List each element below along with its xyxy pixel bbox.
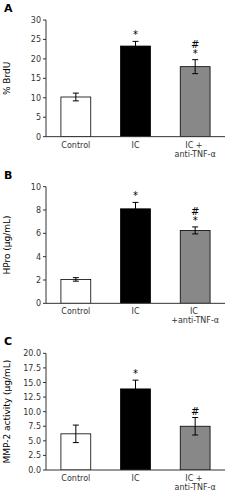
panel: B HPro (μg/mL) 0 2 4 6 8 10 Control IC IC +anti-TN… bbox=[2, 169, 225, 326]
x-tick-label: IC + anti-TNF-α bbox=[175, 141, 216, 159]
y-tick-label: 10 bbox=[31, 183, 41, 192]
bar bbox=[180, 67, 210, 137]
x-tick-label: Control bbox=[61, 307, 90, 316]
panel-label: A bbox=[4, 2, 13, 15]
annotation: # bbox=[191, 406, 199, 417]
y-tick-label: 0 bbox=[36, 133, 41, 142]
plot-area bbox=[61, 380, 210, 470]
y-tick-label: 20.0 bbox=[23, 349, 41, 358]
y-tick-label: 25 bbox=[31, 35, 41, 44]
error-bar bbox=[73, 425, 79, 443]
x-axis bbox=[46, 303, 225, 304]
x-axis bbox=[46, 136, 225, 137]
y-tick-label: 2.5 bbox=[28, 451, 41, 460]
y-tick-label: 10 bbox=[31, 94, 41, 103]
error-bar bbox=[192, 60, 198, 74]
plot-area bbox=[61, 202, 210, 303]
y-tick-label: 8 bbox=[36, 206, 41, 215]
x-tick-label: Control bbox=[61, 474, 90, 483]
annotation: * bbox=[133, 368, 138, 379]
y-tick-label: 15.0 bbox=[23, 379, 41, 388]
y-axis bbox=[46, 187, 47, 304]
error-bar bbox=[192, 418, 198, 436]
x-tick-label: IC bbox=[132, 141, 140, 150]
bar bbox=[121, 389, 151, 470]
y-tick-label: 0 bbox=[36, 299, 41, 308]
error-bar bbox=[192, 227, 198, 234]
panel: C MMP-2 activity (μg/mL) 0.0 2.5 5.0 7.5 10.0 1… bbox=[2, 335, 225, 492]
y-tick-label: 15 bbox=[31, 74, 41, 83]
y-axis bbox=[46, 353, 47, 470]
annotation: * bbox=[133, 29, 138, 40]
y-tick-label: 0.0 bbox=[28, 466, 41, 475]
y-tick-label: 20 bbox=[31, 55, 41, 64]
panel: A % BrdU 0 5 10 15 20 25 30 Control IC IC + anti-TN… bbox=[2, 2, 225, 159]
y-tick-label: 5.0 bbox=[28, 437, 41, 446]
y-axis-label: HPro (μg/mL) bbox=[2, 215, 12, 274]
y-axis-label: MMP-2 activity (μg/mL) bbox=[2, 360, 12, 464]
y-tick-label: 10.0 bbox=[23, 408, 41, 417]
y-tick-label: 12.5 bbox=[23, 393, 41, 402]
figure: A% BrdU051015202530ControlICIC + anti-TN… bbox=[0, 0, 233, 500]
bar bbox=[180, 230, 210, 303]
bar bbox=[61, 97, 91, 137]
y-tick-label: 6 bbox=[36, 229, 41, 238]
y-axis bbox=[46, 20, 47, 137]
annotation: # bbox=[191, 206, 199, 217]
y-tick-label: 30 bbox=[31, 16, 41, 25]
y-axis-label: % BrdU bbox=[2, 62, 12, 95]
x-tick-label: IC bbox=[132, 307, 140, 316]
annotation: # bbox=[191, 39, 199, 50]
panel-label: B bbox=[4, 169, 12, 182]
x-tick-label: Control bbox=[61, 141, 90, 150]
bar bbox=[121, 46, 151, 137]
panel-label: C bbox=[4, 335, 12, 348]
error-bar bbox=[133, 202, 139, 215]
plot-area bbox=[61, 41, 210, 136]
y-tick-label: 4 bbox=[36, 253, 41, 262]
error-bar bbox=[133, 380, 139, 398]
x-axis bbox=[46, 470, 225, 471]
y-tick-label: 17.5 bbox=[23, 364, 41, 373]
x-tick-label: IC bbox=[132, 474, 140, 483]
y-tick-label: 7.5 bbox=[28, 422, 41, 431]
annotation: * bbox=[133, 190, 138, 201]
x-tick-label: IC +anti-TNF-α bbox=[171, 307, 219, 325]
error-bar bbox=[73, 93, 79, 101]
x-tick-label: IC + anti-TNF-α bbox=[175, 474, 216, 492]
y-tick-label: 2 bbox=[36, 276, 41, 285]
error-bar bbox=[73, 278, 79, 282]
bar bbox=[121, 209, 151, 303]
bar bbox=[61, 279, 91, 303]
error-bar bbox=[133, 41, 139, 50]
y-tick-label: 5 bbox=[36, 113, 41, 122]
